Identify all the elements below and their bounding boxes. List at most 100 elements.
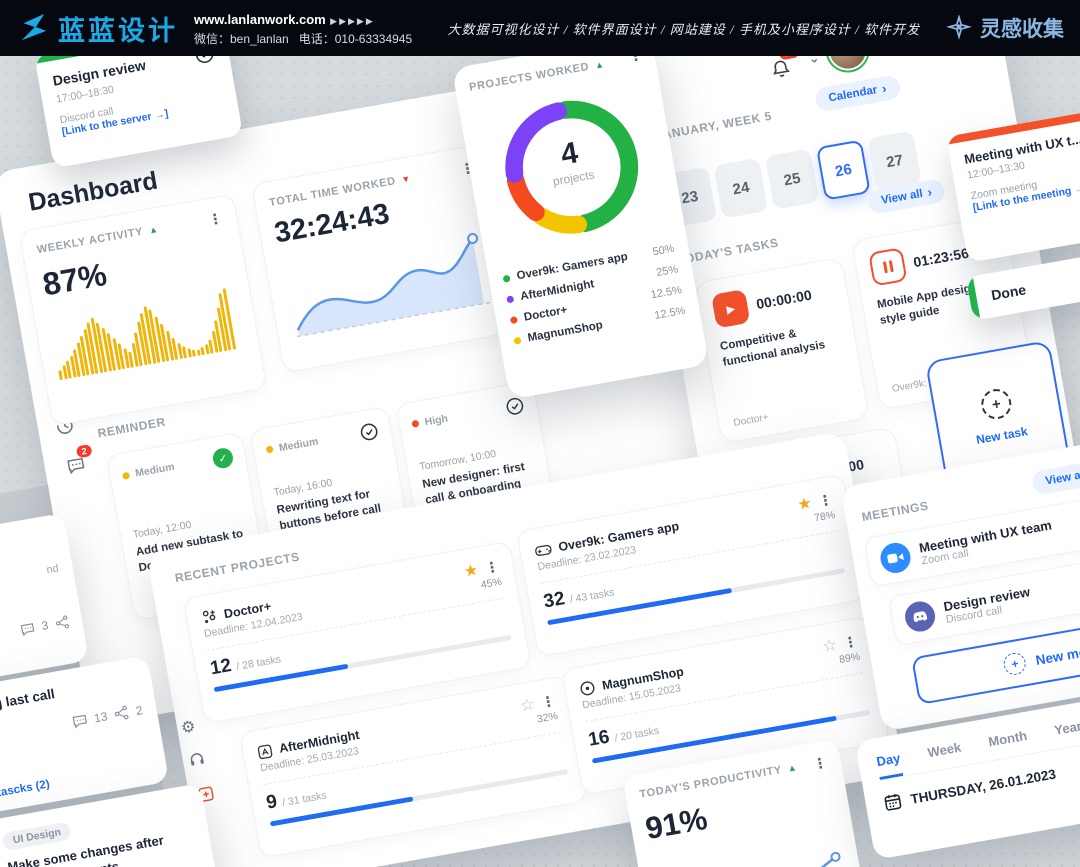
star-filled-icon[interactable]: ★: [796, 494, 814, 515]
design-review-event-card[interactable]: Design review 17:00–18:30 Discord call […: [34, 56, 244, 169]
dashboard-scene: Dashboard 2 WEEKLY ACTIVITY ▲ ⋮ 87% TOTA…: [0, 56, 1080, 867]
chat-badge: 2: [75, 443, 93, 459]
check-circle-icon: ✓: [211, 446, 235, 470]
day-cell-selected[interactable]: 26: [816, 139, 871, 201]
lanlan-logo-icon: [21, 13, 47, 41]
pause-icon[interactable]: [868, 247, 908, 287]
collect-banner: 灵感收集: [946, 13, 1064, 43]
services-list: 大数据可视化设计 / 软件界面设计 / 网站建设 / 手机及小程序设计 / 软件…: [447, 21, 920, 37]
gamepad-icon: [535, 544, 552, 556]
time-area-chart: [296, 233, 495, 338]
left-note-card[interactable]: nd 3: [0, 512, 90, 689]
aftermidnight-logo-icon: [257, 744, 273, 759]
logo-text: 蓝蓝设计: [58, 15, 178, 46]
phone: 电话：010-63334945: [298, 31, 413, 46]
kebab-menu-icon[interactable]: ⋮: [627, 56, 644, 65]
projects-panel: RECENT PROJECTS ⚙ Doctor+ ★ ⋮ Deadline: …: [146, 430, 905, 867]
user-avatar[interactable]: [826, 56, 869, 72]
period-card: Day Week Month Year THURSDAY, 26.01.2023: [854, 688, 1080, 860]
tab-week[interactable]: Week: [926, 739, 963, 761]
site-url: www.lanlanwork.com: [194, 11, 326, 27]
legend-dot: [506, 294, 515, 303]
zoom-icon: [878, 540, 913, 576]
week-label: JANUARY, WEEK 5: [654, 108, 773, 144]
comments-icon: [21, 623, 35, 637]
trend-up-icon: ▲: [148, 224, 159, 236]
wechat: 微信：ben_lanlan: [194, 31, 289, 46]
support-headset-icon[interactable]: [186, 749, 207, 770]
task-card[interactable]: ▶ 00:00:00 Competitive & functional anal…: [693, 256, 870, 445]
total-time-card: TOTAL TIME WORKED ▼ ⋮ 32:24:43: [250, 142, 519, 374]
productivity-spark-chart: [790, 851, 841, 867]
reminder-card[interactable]: Medium Today, 16:00 Rewriting text for b…: [249, 405, 414, 578]
logo: 蓝蓝设计: [16, 9, 178, 48]
legend-dot: [513, 336, 522, 345]
tab-day[interactable]: Day: [875, 750, 904, 781]
calendar-button[interactable]: Calendar ›: [813, 74, 902, 113]
tab-year[interactable]: Year: [1053, 718, 1080, 738]
kebab-menu-icon[interactable]: ⋮: [483, 558, 501, 577]
task-note-card[interactable]: zing last call 13 2 w subtascks (2): [0, 655, 170, 820]
trend-up-icon: ▲: [786, 762, 798, 774]
kebab-menu-icon[interactable]: ⋮: [539, 692, 557, 711]
share-icon: [55, 615, 69, 629]
reminder-label: REMINDER: [96, 414, 167, 441]
meeting-row[interactable]: Design review Discord call 17:0: [888, 540, 1080, 647]
meetings-panel: MEETINGS View all› Meeting with UX team …: [840, 426, 1080, 732]
star-outline-icon[interactable]: ☆: [821, 636, 839, 656]
check-circle-icon: [195, 56, 214, 64]
bell-icon[interactable]: [768, 57, 793, 82]
weekly-bars-chart: [49, 285, 245, 381]
star-outline-icon[interactable]: ☆: [518, 695, 536, 716]
weekly-activity-card: WEEKLY ACTIVITY ▲ ⋮ 87%: [18, 193, 268, 427]
arrow-decor: ▶▶▶▶▶: [330, 15, 375, 26]
legend-dot: [509, 315, 518, 324]
kebab-menu-icon[interactable]: ⋮: [207, 209, 224, 228]
site-header: 蓝蓝设计 www.lanlanwork.com ▶▶▶▶▶ 微信：ben_lan…: [0, 0, 1080, 56]
contact-info: www.lanlanwork.com ▶▶▶▶▶ 微信：ben_lanlan 电…: [194, 8, 412, 49]
current-date: THURSDAY, 26.01.2023: [909, 765, 1057, 807]
legend-dot: [502, 274, 511, 283]
meetings-view-all-button[interactable]: View all›: [1030, 458, 1080, 496]
clock-check-icon: [506, 397, 524, 415]
day-cell[interactable]: 24: [713, 157, 769, 219]
project-card[interactable]: AfterMidnight ☆ ⋮ Deadline: 25.03.2023 3…: [238, 674, 589, 859]
projects-worked-card: ⋮ PROJECTS WORKED ▲ 4 projects Over9k: G…: [451, 56, 710, 400]
subtasks-link[interactable]: w subtascks (2): [0, 778, 51, 805]
chevron-right-icon: ›: [880, 80, 888, 97]
meeting-row[interactable]: Meeting with UX team Zoom call 12:00 Hig…: [863, 481, 1080, 588]
day-cell[interactable]: 25: [764, 148, 820, 210]
tag-badge: UI Design: [1, 821, 73, 852]
add-meeting-icon: +: [1002, 651, 1028, 677]
project-card[interactable]: MagnumShop ☆ ⋮ Deadline: 15.05.2023 89% …: [560, 615, 891, 796]
clock-check-icon: [360, 423, 378, 441]
chevron-right-icon: ›: [926, 184, 934, 200]
play-icon[interactable]: ▶: [711, 289, 751, 329]
star-filled-icon[interactable]: ★: [462, 561, 480, 581]
main-panel: Dashboard 2 WEEKLY ACTIVITY ▲ ⋮ 87% TOTA…: [0, 56, 839, 727]
priority-dot: [265, 445, 274, 454]
discord-icon: [902, 599, 938, 634]
doctor-plus-icon: [202, 610, 216, 624]
project-card[interactable]: Doctor+ ★ ⋮ Deadline: 12.04.2023 45% 12 …: [182, 540, 532, 725]
tasks-panel: 10 ⌄ JANUARY, WEEK 5 Calendar› 23 24 25 …: [628, 56, 1080, 721]
kebab-menu-icon[interactable]: ⋮: [842, 632, 859, 652]
projects-donut-chart: [505, 100, 639, 234]
reminder-card[interactable]: High Tomorrow, 10:00 New designer: first…: [395, 380, 560, 553]
spark-icon: [946, 15, 972, 40]
project-card[interactable]: Over9k: Gamers app ★ ⋮ Deadline: 23.02.2…: [516, 473, 866, 658]
tab-month[interactable]: Month: [987, 727, 1029, 750]
comments-icon: [72, 714, 87, 729]
priority-dot: [411, 419, 420, 428]
magnumshop-disc-icon: [580, 681, 595, 696]
kebab-menu-icon[interactable]: ⋮: [817, 491, 834, 510]
productivity-card: TODAY'S PRODUCTIVITY ▲ ⋮ 91%: [622, 738, 864, 867]
trend-down-icon: ▼: [400, 173, 412, 185]
settings-gear-icon[interactable]: ⚙: [179, 718, 197, 738]
priority-dot: [121, 471, 131, 480]
trend-up-icon: ▲: [594, 59, 605, 71]
chat-icon[interactable]: [64, 453, 87, 476]
chevron-down-icon[interactable]: ⌄: [807, 56, 821, 67]
todays-tasks-label: TODAY'S TASKS: [676, 235, 780, 268]
kebab-menu-icon[interactable]: ⋮: [811, 754, 829, 773]
